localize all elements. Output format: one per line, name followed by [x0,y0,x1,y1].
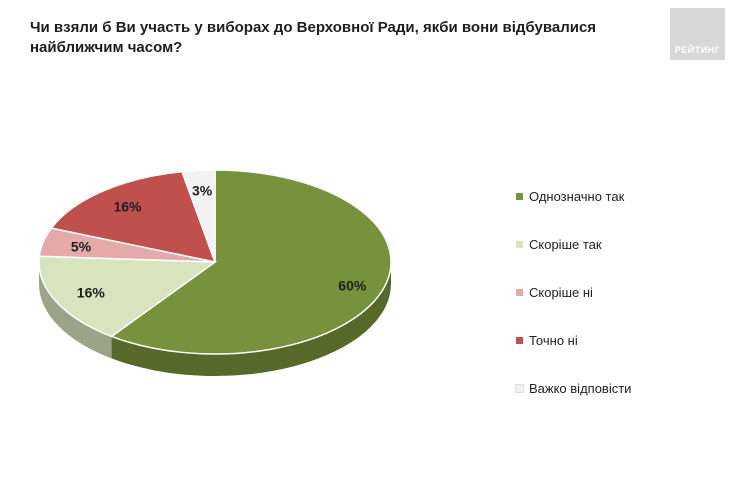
legend-label: Скоріше ні [529,284,593,300]
pie-slice-точно-ні [50,170,217,264]
legend-label: Скоріше так [529,236,602,252]
pie-depth-layer [39,262,391,376]
legend-label: Однозначно так [529,188,625,204]
pie-side-скоріше-так [39,262,112,359]
chart-title: Чи взяли б Ви участь у виборах до Верхов… [30,19,597,56]
pie-label-скоріше-так: 16% [77,285,106,301]
legend-label: Точно ні [529,332,578,348]
pie-label-скоріше-ні: 5% [71,238,92,254]
legend-item-скоріше-ні: Скоріше ні [516,282,726,302]
pie-label-точно-ні: 16% [113,199,142,215]
pie-top-layer [38,169,392,355]
pie-labels-layer: 60% 16% 5% 16% 3% [71,183,367,301]
pie-label-важко-відповісти: 3% [192,183,213,199]
legend-swatch [515,383,524,393]
pie-slice-важко-відповісти [180,169,216,263]
legend-swatch [516,192,523,200]
legend-swatch [516,240,523,248]
rating-logo: РЕЙТИНГ [670,8,725,60]
chart-legend: Однозначно так Скоріше так Скоріше ні Точно… [515,186,726,426]
legend-item-точно-ні: Точно ні [516,330,726,350]
pie-slice-однозначно-так [109,169,392,355]
pie-side-однозначно-так [111,262,391,376]
legend-label: Важко відповісти [529,380,632,396]
legend-item-однозначно-так: Однозначно так [516,186,726,206]
legend-item-важко-відповісти: Важко відповісти [515,378,726,398]
legend-swatch [516,336,523,344]
pie-label-однозначно-так: 60% [338,277,367,293]
pie-slice-скоріше-так [38,255,218,338]
legend-swatch [516,288,523,296]
legend-item-скоріше-так: Скоріше так [516,234,726,254]
